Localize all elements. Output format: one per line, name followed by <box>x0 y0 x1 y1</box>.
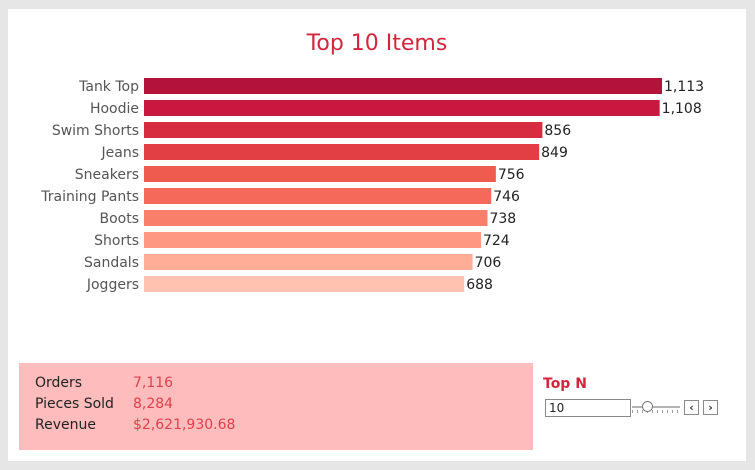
value-label: 706 <box>475 255 502 271</box>
category-label: Sandals <box>84 255 139 271</box>
slider-track <box>632 406 680 408</box>
category-label: Swim Shorts <box>52 123 139 139</box>
decrement-button[interactable]: ‹ <box>684 400 699 415</box>
category-label: Tank Top <box>78 79 139 95</box>
category-label: Hoodie <box>90 101 139 117</box>
category-label: Sneakers <box>75 167 139 183</box>
value-label: 856 <box>544 123 571 139</box>
bar[interactable] <box>144 210 488 226</box>
category-label: Shorts <box>94 233 139 249</box>
value-label: 688 <box>466 277 493 293</box>
revenue-label: Revenue <box>35 417 96 433</box>
category-label: Boots <box>99 211 139 227</box>
dashboard-card: Top 10 Items Tank Top 1,113 Hoodie 1,108 Swi… <box>8 9 746 461</box>
bar[interactable] <box>144 100 660 116</box>
category-label: Training Pants <box>40 189 139 205</box>
orders-label: Orders <box>35 375 83 391</box>
bar-chart: Tank Top 1,113 Hoodie 1,108 Swim Shorts 856 Je… <box>40 78 704 293</box>
top-n-label: Top N <box>543 376 587 392</box>
top-n-slider[interactable] <box>632 398 680 416</box>
value-label: 1,108 <box>662 101 702 117</box>
bar[interactable] <box>144 78 662 94</box>
category-label: Joggers <box>86 277 139 293</box>
value-label: 1,113 <box>664 79 704 95</box>
slider-thumb[interactable] <box>642 401 653 412</box>
bar[interactable] <box>144 166 496 182</box>
top-n-input[interactable] <box>545 399 631 417</box>
chart-title: Top 10 Items <box>306 31 448 56</box>
value-label: 738 <box>489 211 516 227</box>
value-label: 756 <box>498 167 525 183</box>
orders-value: 7,116 <box>133 375 174 391</box>
value-label: 849 <box>541 145 568 161</box>
pieces-sold-label: Pieces Sold <box>35 396 114 412</box>
bar[interactable] <box>144 122 543 138</box>
revenue-value: $2,621,930.68 <box>133 417 236 433</box>
bar[interactable] <box>144 232 481 248</box>
bar[interactable] <box>144 188 492 204</box>
value-label: 724 <box>483 233 510 249</box>
slider-ticks <box>632 410 680 413</box>
value-label: 746 <box>493 189 520 205</box>
summary-panel: Orders 7,116 Pieces Sold 8,284 Revenue $… <box>19 363 533 450</box>
bar[interactable] <box>144 276 465 292</box>
category-label: Jeans <box>101 145 140 161</box>
bar[interactable] <box>144 254 473 270</box>
bar[interactable] <box>144 144 540 160</box>
pieces-sold-value: 8,284 <box>133 396 174 412</box>
increment-button[interactable]: › <box>703 400 718 415</box>
